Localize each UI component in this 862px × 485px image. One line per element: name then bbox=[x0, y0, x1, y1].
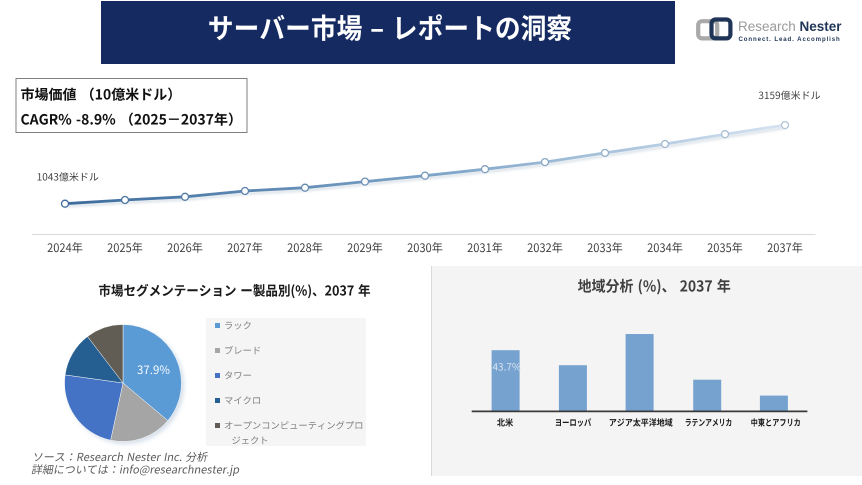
svg-text:Research Nester: Research Nester bbox=[738, 19, 842, 34]
svg-text:Connect. Lead. Accomplish: Connect. Lead. Accomplish bbox=[739, 36, 841, 43]
